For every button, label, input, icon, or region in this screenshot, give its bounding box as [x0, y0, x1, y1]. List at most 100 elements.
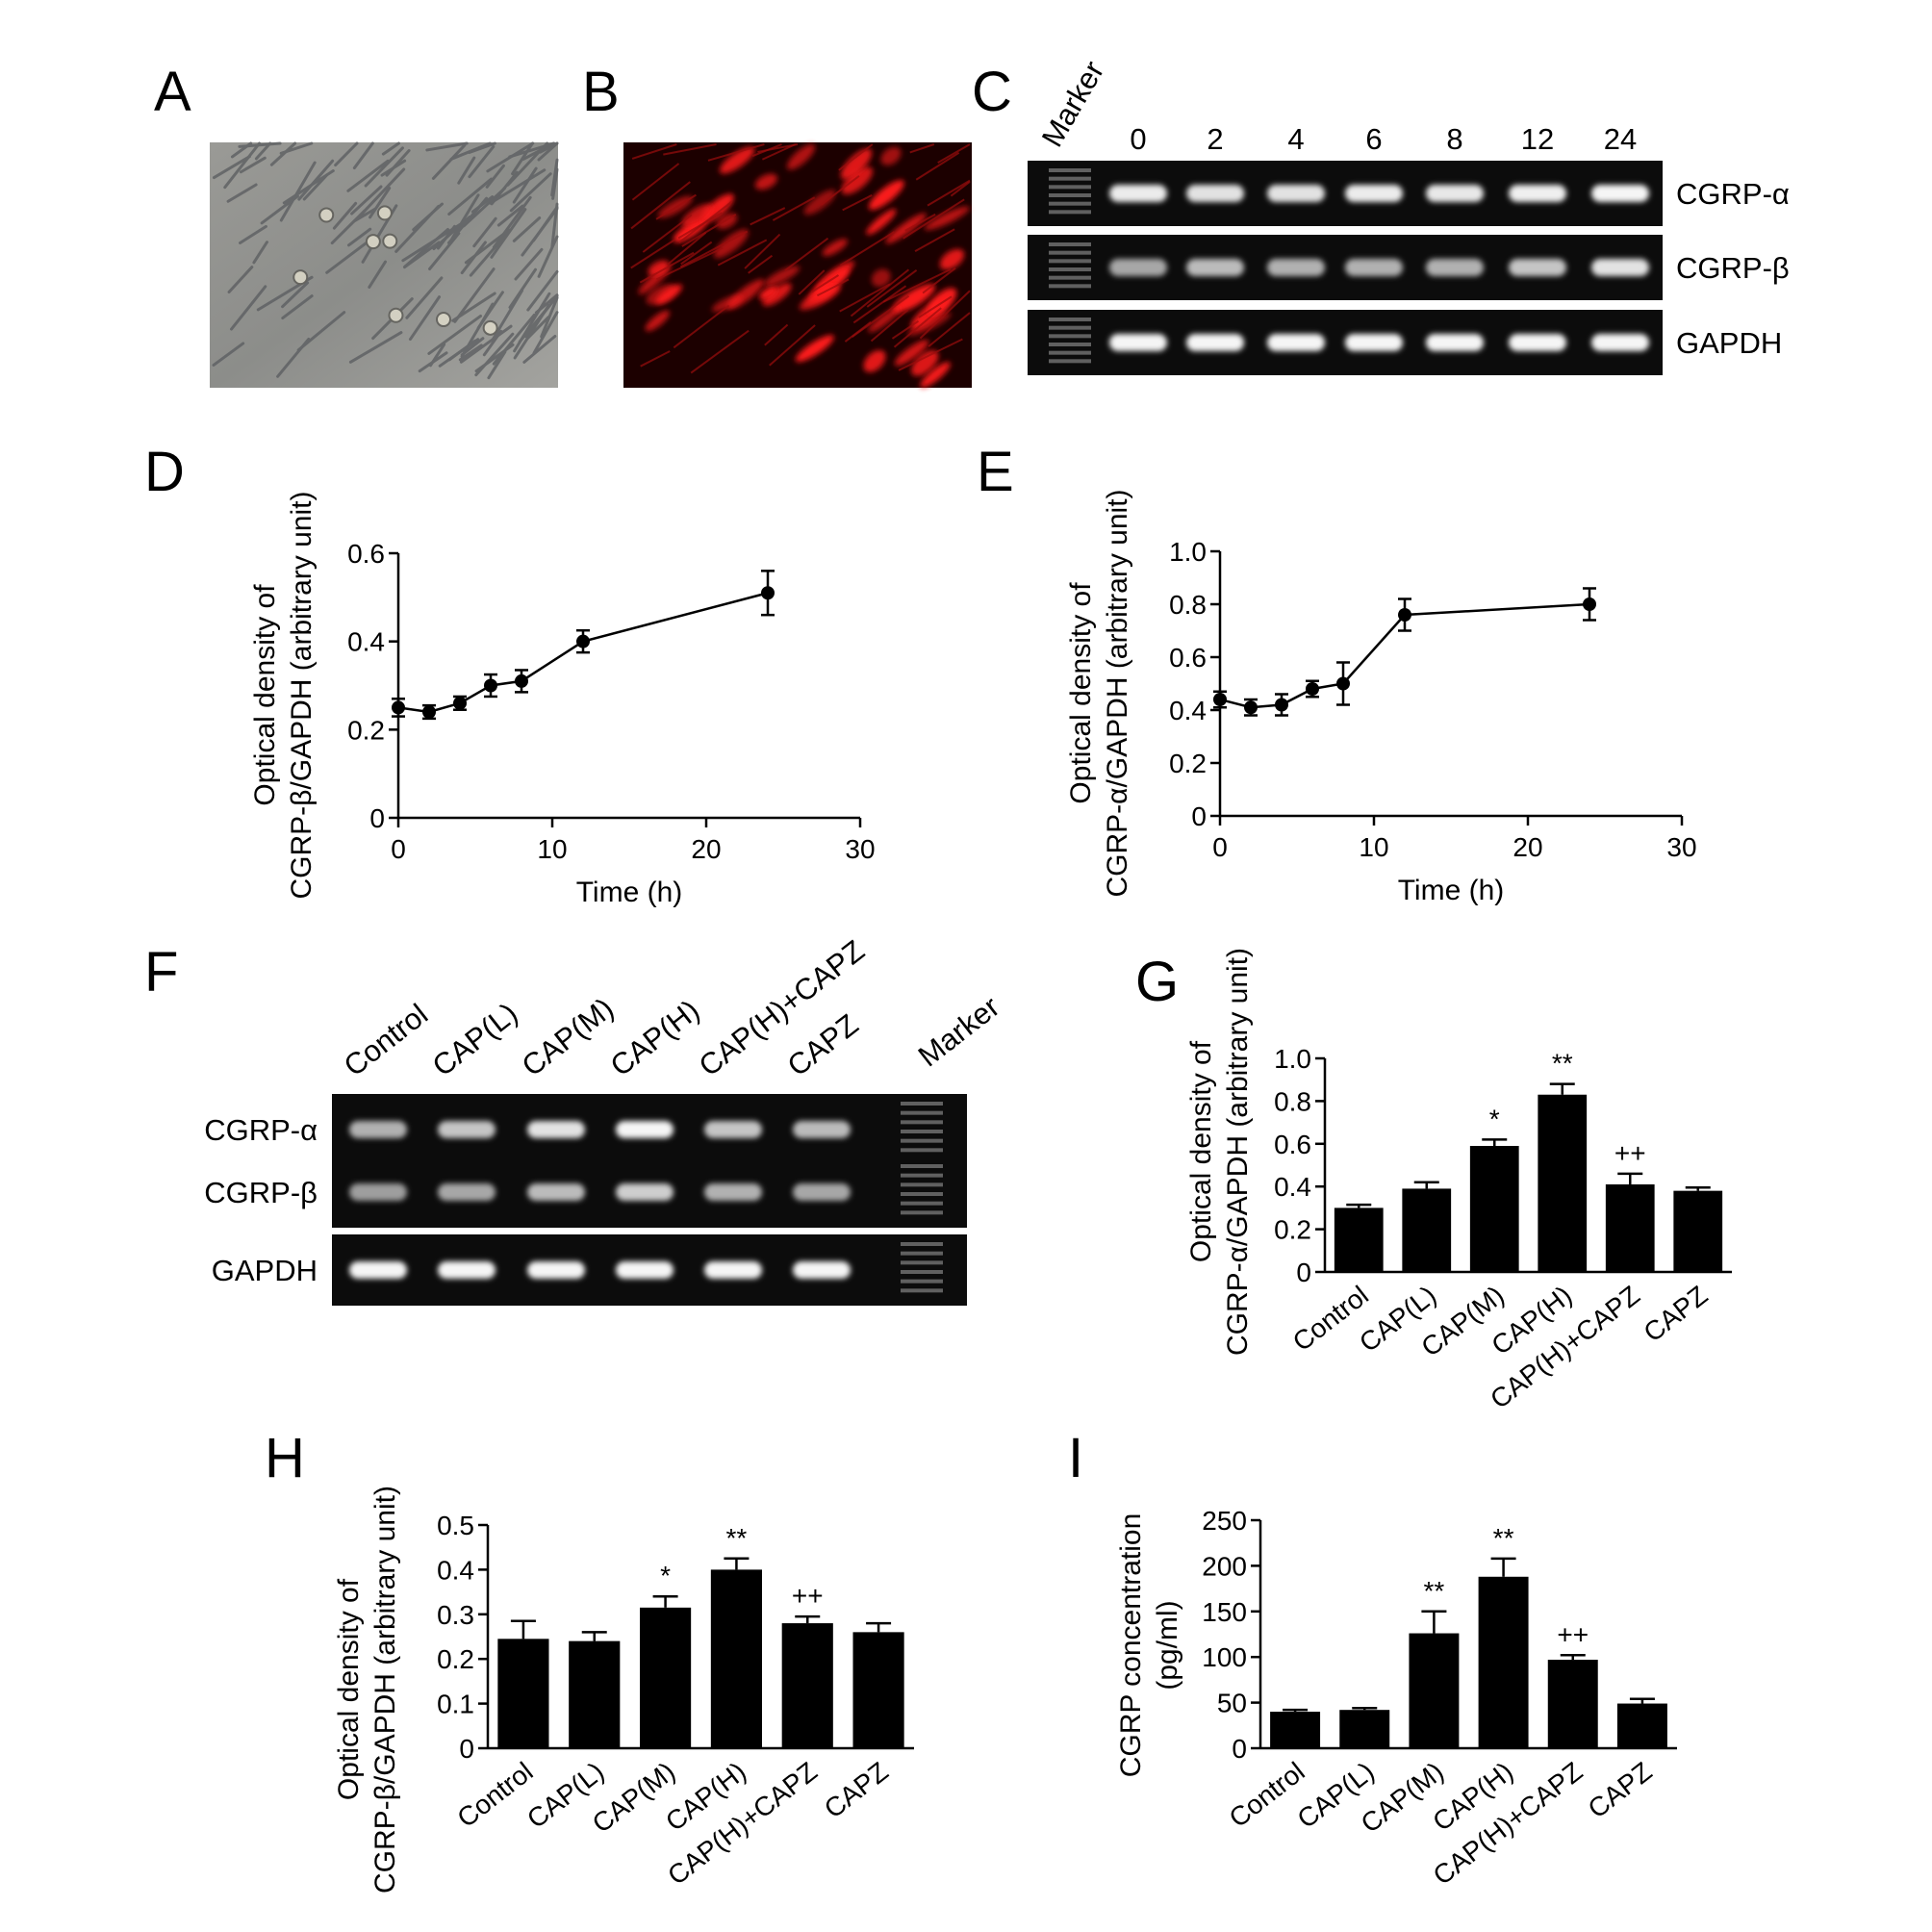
gel-band [1426, 185, 1484, 202]
significance-annotation: ++ [1557, 1619, 1589, 1649]
gel-band [1109, 259, 1167, 276]
y-tick-label: 0 [1296, 1258, 1311, 1287]
gel-lane-label: 2 [1207, 122, 1223, 156]
marker-ladder-band [901, 1130, 943, 1133]
marker-ladder-band [901, 1279, 943, 1284]
y-axis-title-line2: CGRP-β/GAPDH (arbitrary unit) [286, 492, 318, 900]
marker-ladder-band [1049, 210, 1091, 215]
x-axis-title: Time (h) [1398, 875, 1505, 906]
data-point [515, 674, 528, 688]
significance-annotation: ** [726, 1523, 748, 1553]
gel-band [1267, 259, 1325, 276]
gel-band [616, 1183, 674, 1201]
gel-band [1591, 334, 1649, 351]
marker-ladder-band [1049, 359, 1091, 364]
gel-band [616, 1261, 674, 1279]
marker-ladder-band [1049, 334, 1091, 339]
bar [1673, 1190, 1723, 1272]
marker-ladder-band [1049, 325, 1091, 330]
data-point [1398, 608, 1411, 622]
gel-band [438, 1183, 496, 1201]
micrograph-phase-contrast [210, 141, 559, 388]
panel-letter-d: D [144, 441, 185, 503]
panel-letter-g: G [1135, 951, 1179, 1013]
y-tick-label: 0.4 [437, 1555, 474, 1585]
gel-band [1267, 185, 1325, 202]
significance-annotation: ** [1493, 1523, 1514, 1553]
gel-lane-label: 6 [1365, 122, 1382, 156]
bar [710, 1569, 762, 1748]
significance-annotation: ** [1552, 1049, 1573, 1079]
gel-band [349, 1261, 407, 1279]
chart-g-cgrp-alpha-treatment: 00.20.40.60.81.0ControlCAP(L)*CAP(M)**CA… [1185, 948, 1732, 1414]
y-tick-label: 0.2 [1169, 749, 1207, 778]
y-tick-label: 0.6 [1169, 643, 1207, 673]
significance-annotation: * [1489, 1104, 1500, 1133]
data-point [576, 634, 590, 648]
y-axis-title-line1: Optical density of [1185, 1040, 1217, 1262]
y-tick-label: 0.2 [347, 715, 385, 745]
marker-ladder-band [901, 1138, 943, 1143]
panel-letter-c: C [972, 61, 1012, 123]
y-axis-title-line2: CGRP-β/GAPDH (arbitrary unit) [369, 1486, 401, 1894]
marker-ladder-band [901, 1120, 943, 1125]
marker-ladder-band [901, 1260, 943, 1265]
marker-ladder-band [901, 1201, 943, 1206]
marker-ladder-band [1049, 350, 1091, 355]
gel-lane-label: CAP(M) [516, 991, 620, 1082]
panel-letter-e: E [977, 441, 1014, 503]
data-point [453, 696, 467, 710]
gel-band [616, 1121, 674, 1138]
y-tick-label: 250 [1202, 1506, 1247, 1536]
gel-band [1509, 259, 1566, 276]
x-tick-label: 20 [691, 834, 721, 864]
gel-c-marker-label: Marker [1035, 55, 1111, 152]
panel-letter-i: I [1068, 1427, 1083, 1489]
y-tick-label: 0.8 [1169, 590, 1207, 620]
marker-ladder-band [1049, 201, 1091, 206]
significance-annotation: * [660, 1561, 671, 1590]
bar [569, 1640, 621, 1748]
marker-ladder-band [901, 1164, 943, 1168]
y-tick-label: 0.3 [437, 1600, 474, 1630]
marker-ladder-band [901, 1251, 943, 1256]
gel-band [1509, 334, 1566, 351]
x-category-label: Control [1287, 1280, 1374, 1357]
marker-ladder-band [1049, 259, 1091, 264]
panel-letter-a: A [154, 61, 191, 123]
gel-band [793, 1183, 851, 1201]
data-point [1306, 682, 1319, 696]
data-point [761, 586, 775, 600]
gel-band [1186, 259, 1244, 276]
marker-ladder-band [1049, 267, 1091, 271]
gel-band [1591, 185, 1649, 202]
bar [1469, 1146, 1519, 1272]
marker-ladder-band [1049, 275, 1091, 280]
micrograph-fluorescence [623, 142, 972, 388]
marker-ladder-band [1049, 318, 1091, 321]
gel-band [1186, 334, 1244, 351]
bar [1334, 1208, 1384, 1272]
panel-letter-b: B [582, 61, 620, 123]
gel-band [1509, 185, 1566, 202]
y-tick-label: 200 [1202, 1551, 1247, 1581]
data-point [1583, 597, 1596, 611]
chart-d-cgrp-beta-time: 0 0.2 0.4 0.6 0 10 20 30 Time (h) Optical density… [249, 492, 876, 908]
marker-ladder-band [1049, 185, 1091, 190]
y-axis-title-line1: Optical density of [333, 1578, 365, 1800]
gel-lane-label: 24 [1604, 122, 1637, 156]
marker-ladder-band [1049, 193, 1091, 197]
y-axis-title-line1: Optical density of [249, 584, 281, 806]
y-tick-label: 0 [1191, 801, 1207, 831]
gel-band [793, 1261, 851, 1279]
chart-i-cgrp-concentration: 050100150200250ControlCAP(L)**CAP(M)**CA… [1115, 1506, 1677, 1891]
gel-band [1345, 185, 1403, 202]
y-tick-label: 1.0 [1169, 537, 1207, 567]
x-tick-label: 10 [1359, 832, 1388, 862]
gel-band [1426, 259, 1484, 276]
data-point [1275, 698, 1288, 712]
gel-lane-label: 4 [1287, 122, 1304, 156]
y-tick-label: 0.4 [1274, 1172, 1311, 1202]
